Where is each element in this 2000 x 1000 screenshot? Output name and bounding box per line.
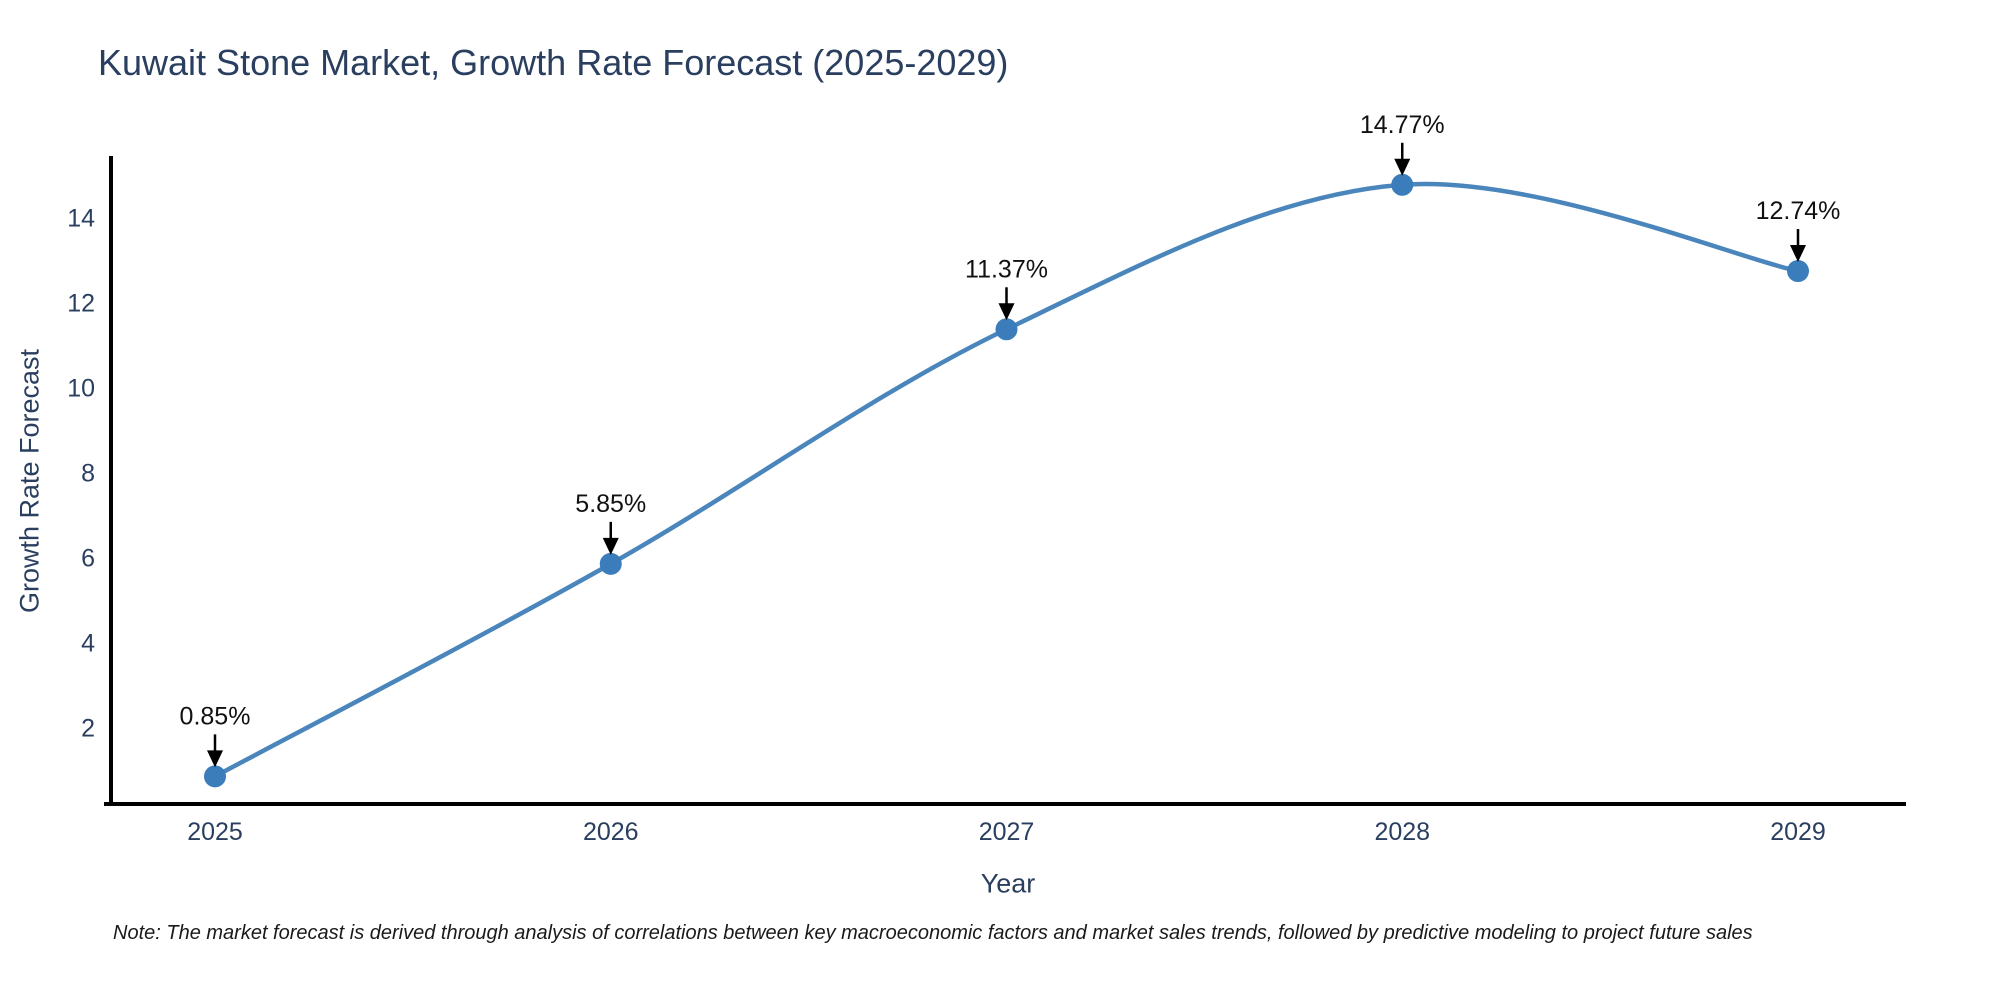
data-point-2029 — [1787, 260, 1809, 283]
data-point-2025 — [204, 765, 226, 788]
annotation-arrow-head — [602, 537, 619, 555]
annotation-arrow-head — [998, 303, 1015, 321]
annotation-arrow-head — [1394, 158, 1411, 176]
y-tick-label: 2 — [81, 715, 95, 743]
x-axis-title: Year — [980, 868, 1036, 899]
point-value-label: 5.85% — [575, 490, 646, 518]
x-tick-label: 2027 — [979, 818, 1035, 846]
y-tick-label: 8 — [81, 460, 95, 488]
y-tick-label: 4 — [81, 630, 95, 658]
y-axis-title: Growth Rate Forecast — [14, 348, 45, 614]
x-tick-label: 2028 — [1374, 818, 1430, 846]
annotation-arrow-head — [1790, 245, 1806, 263]
y-tick-label: 12 — [67, 290, 95, 318]
point-value-label: 14.77% — [1360, 111, 1445, 139]
point-value-label: 11.37% — [965, 255, 1048, 283]
data-point-2027 — [995, 318, 1018, 341]
x-tick-label: 2029 — [1770, 818, 1826, 846]
y-tick-label: 6 — [81, 545, 95, 573]
x-tick-label: 2025 — [187, 818, 243, 846]
y-tick-label: 10 — [67, 375, 95, 403]
x-tick-label: 2026 — [583, 818, 639, 846]
chart-title: Kuwait Stone Market, Growth Rate Forecas… — [98, 42, 1009, 83]
point-value-label: 0.85% — [180, 702, 251, 730]
annotation-arrow-head — [207, 750, 223, 768]
footnote: Note: The market forecast is derived thr… — [113, 922, 1753, 944]
y-tick-label: 14 — [67, 205, 95, 233]
data-point-2028 — [1391, 173, 1414, 196]
point-value-label: 12.74% — [1756, 197, 1841, 225]
data-point-2026 — [599, 552, 622, 575]
